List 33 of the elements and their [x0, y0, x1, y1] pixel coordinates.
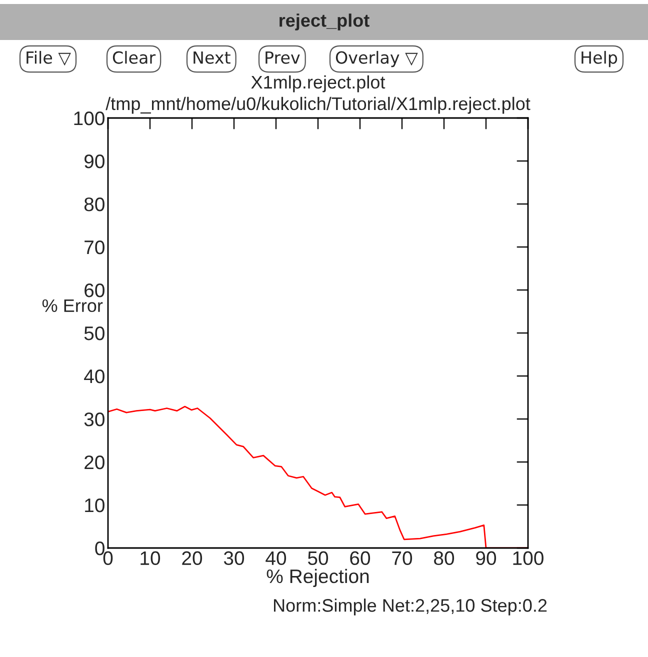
y-tick-label: 20	[84, 455, 104, 470]
y-tick-label: 90	[84, 154, 104, 168]
text: Overlay ▽	[336, 50, 418, 68]
y-axis-title: % Error	[42, 299, 103, 312]
chart-subtitle: /tmp_mnt/home/u0/kukolich/Tutorial/X1mlp.reject.plot	[106, 96, 530, 114]
x-tick-label: 40	[266, 551, 286, 566]
y-tick-label: 70	[84, 240, 104, 254]
y-tick-label: 0	[95, 541, 104, 556]
x-tick-label: 50	[308, 551, 328, 566]
x-tick-label: 60	[350, 551, 370, 566]
y-tick-label: 10	[85, 498, 104, 512]
y-tick-label: 80	[84, 197, 104, 212]
y-tick-label: 60	[84, 283, 104, 298]
y-tick-label: 40	[84, 369, 104, 384]
y-tick-label: 100	[74, 111, 104, 126]
text: Help	[582, 50, 618, 68]
chart-title: X1mlp.reject.plot	[251, 75, 386, 92]
x-tick-label: 70	[392, 551, 412, 566]
y-tick-label: 50	[84, 326, 104, 340]
y-tick-label: 30	[84, 412, 104, 426]
text: reject_plot	[280, 14, 370, 30]
text: File ▽	[26, 50, 71, 66]
x-tick-label: 30	[224, 551, 244, 566]
x-axis-title: % Rejection	[266, 568, 369, 588]
x-tick-label: 100	[513, 551, 544, 566]
x-tick-label: 80	[434, 551, 454, 566]
x-tick-label: 90	[476, 551, 496, 566]
text: Clear	[112, 50, 156, 64]
text: Norm:Simple Net:2,25,10 Step:0.2	[274, 598, 547, 616]
text: Next	[194, 51, 230, 64]
x-tick-label: 10	[140, 551, 160, 566]
x-tick-label: 20	[182, 551, 202, 566]
text: Prev	[266, 51, 300, 64]
